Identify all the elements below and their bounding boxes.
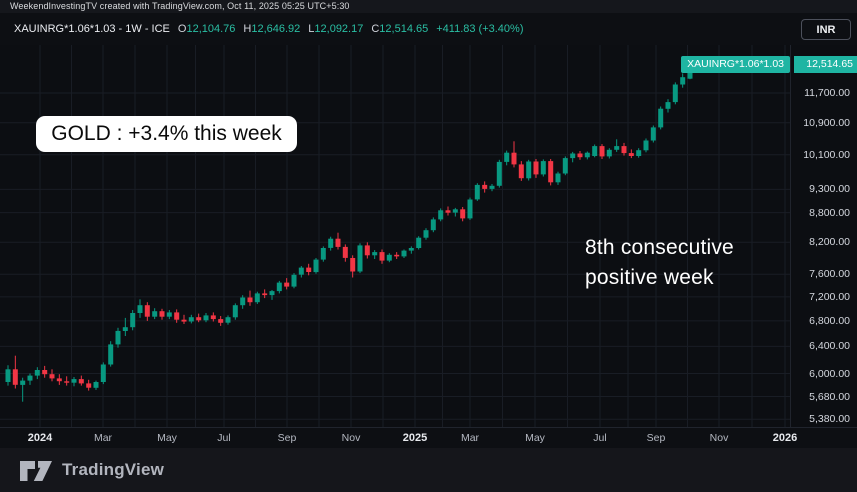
time-axis-label-sep: Sep	[277, 432, 297, 444]
change-value: +411.83 (+3.40%)	[436, 23, 524, 35]
candlestick-chart[interactable]	[0, 45, 790, 427]
symbol-title[interactable]: XAUINRG*1.06*1.03 - 1W - ICE	[14, 23, 170, 35]
last-price-tag-row: XAUINRG*1.06*1.03 12,514.65	[681, 56, 857, 74]
toolbar: XAUINRG*1.06*1.03 - 1W - ICE O12,104.76 …	[0, 13, 857, 45]
price-axis-label: 8,800.00	[809, 206, 850, 219]
time-axis-label-2025: 2025	[402, 432, 428, 444]
high-readout: H12,646.92	[243, 23, 300, 35]
currency-button[interactable]: INR	[801, 19, 851, 40]
ohlc-readout: O12,104.76 H12,646.92 L12,092.17 C12,514…	[170, 23, 428, 35]
price-axis-label: 7,200.00	[809, 290, 850, 303]
time-axis-label-jul: Jul	[217, 432, 231, 444]
price-axis-label: 5,680.00	[809, 390, 850, 403]
low-value: 12,092.17	[314, 23, 364, 35]
tradingview-brand-text[interactable]: TradingView	[62, 460, 165, 479]
low-label: L	[308, 23, 315, 35]
open-value: 12,104.76	[186, 23, 236, 35]
price-axis[interactable]: 11,700.00 10,900.00 10,100.00 9,300.00 8,800…	[790, 45, 857, 427]
time-axis-label-may: May	[157, 432, 177, 444]
price-axis-label: 10,100.00	[803, 148, 850, 161]
price-axis-label: 5,380.00	[809, 413, 850, 426]
high-value: 12,646.92	[251, 23, 301, 35]
callout-gold-week[interactable]: GOLD : +3.4% this week	[36, 116, 297, 152]
price-axis-label: 6,800.00	[809, 314, 850, 327]
price-axis-label: 6,000.00	[809, 367, 850, 380]
time-axis[interactable]: 2024 Mar May Jul Sep Nov 2025 Mar May Jul Sep Nov 20…	[0, 427, 857, 448]
time-axis-label-sep: Sep	[646, 432, 666, 444]
price-axis-label: 10,900.00	[803, 116, 850, 129]
time-axis-label-nov: Nov	[341, 432, 361, 444]
note-line-2: positive week	[585, 266, 714, 289]
price-axis-label: 6,400.00	[809, 340, 850, 353]
symbol-flag: XAUINRG*1.06*1.03	[681, 56, 790, 74]
tradingview-logo-icon[interactable]	[18, 456, 54, 484]
low-readout: L12,092.17	[308, 23, 363, 35]
note-consecutive-weeks: 8th consecutive positive week	[585, 233, 734, 293]
time-axis-label-2026: 2026	[772, 432, 798, 444]
open-readout: O12,104.76	[178, 23, 236, 35]
time-axis-label-may: May	[525, 432, 545, 444]
price-axis-label: 7,600.00	[809, 268, 850, 281]
attribution-bar: WeekendInvestingTV created with TradingV…	[0, 0, 857, 13]
price-axis-label: 11,700.00	[804, 87, 850, 99]
time-axis-label-nov: Nov	[709, 432, 729, 444]
chart-area: 11,700.00 10,900.00 10,100.00 9,300.00 8,800…	[0, 45, 857, 427]
time-axis-label-jul: Jul	[593, 432, 607, 444]
open-label: O	[177, 23, 187, 35]
time-axis-label-2024: 2024	[27, 432, 53, 444]
note-line-1: 8th consecutive	[585, 236, 734, 259]
footer-bar: TradingView	[0, 448, 857, 492]
price-axis-label: 9,300.00	[809, 183, 850, 196]
price-axis-label: 8,200.00	[809, 236, 850, 249]
last-price-tag: 12,514.65	[794, 56, 857, 74]
close-value: 12,514.65	[379, 23, 429, 35]
close-readout: C12,514.65	[371, 23, 428, 35]
time-axis-label-mar: Mar	[460, 432, 480, 444]
high-label: H	[243, 23, 252, 35]
time-axis-label-mar: Mar	[93, 432, 113, 444]
close-label: C	[371, 23, 380, 35]
